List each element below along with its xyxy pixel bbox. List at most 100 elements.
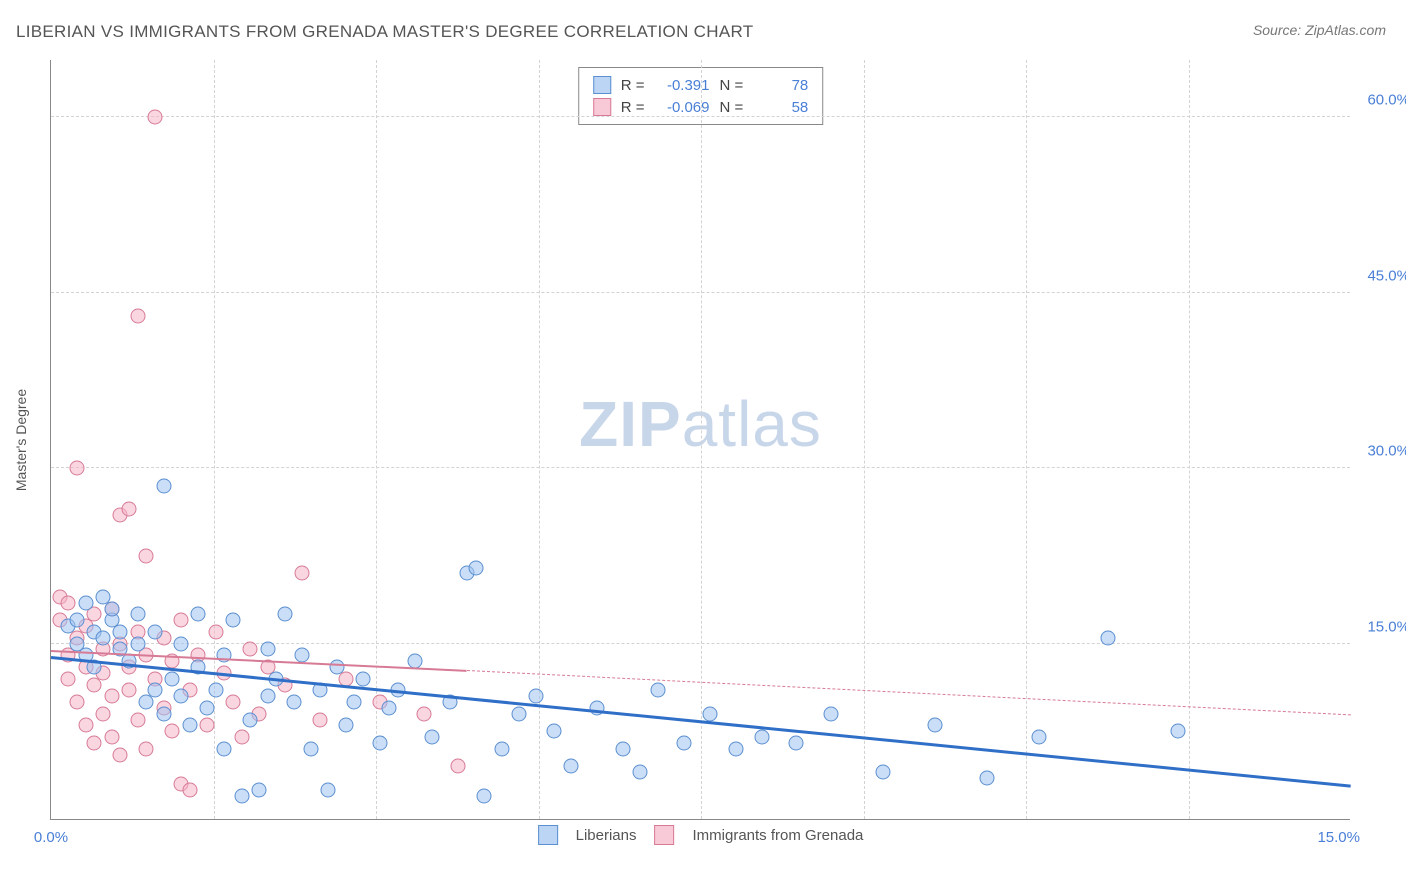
series-legend: Liberians Immigrants from Grenada (538, 825, 864, 845)
data-point-pink (208, 624, 223, 639)
data-point-pink (61, 595, 76, 610)
data-point-blue (174, 689, 189, 704)
data-point-blue (174, 636, 189, 651)
data-point-pink (200, 718, 215, 733)
data-point-pink (182, 782, 197, 797)
x-axis-min-label: 0.0% (34, 829, 68, 846)
data-point-blue (512, 706, 527, 721)
data-point-blue (425, 730, 440, 745)
data-point-blue (165, 671, 180, 686)
scatter-plot-area: Master's Degree ZIPatlas 0.0% 15.0% R = … (50, 60, 1350, 820)
data-point-blue (252, 782, 267, 797)
data-point-blue (182, 718, 197, 733)
data-point-blue (650, 683, 665, 698)
data-point-blue (243, 712, 258, 727)
data-point-blue (382, 700, 397, 715)
data-point-blue (676, 736, 691, 751)
data-point-pink (148, 110, 163, 125)
swatch-blue-icon (593, 76, 611, 94)
data-point-blue (156, 478, 171, 493)
data-point-pink (104, 689, 119, 704)
data-point-pink (122, 502, 137, 517)
y-tick-label: 30.0% (1358, 443, 1406, 460)
data-point-blue (546, 724, 561, 739)
data-point-blue (156, 706, 171, 721)
data-point-blue (234, 788, 249, 803)
source-label: Source: ZipAtlas.com (1253, 22, 1386, 38)
data-point-pink (70, 695, 85, 710)
data-point-blue (260, 689, 275, 704)
y-axis-label: Master's Degree (13, 388, 29, 490)
data-point-blue (980, 771, 995, 786)
data-point-blue (148, 624, 163, 639)
data-point-blue (278, 607, 293, 622)
r-label: R = (621, 99, 645, 116)
data-point-pink (96, 706, 111, 721)
gridline-v (701, 60, 702, 819)
n-value: 78 (753, 77, 808, 94)
data-point-pink (295, 566, 310, 581)
data-point-blue (217, 741, 232, 756)
data-point-blue (1170, 724, 1185, 739)
data-point-blue (468, 560, 483, 575)
data-point-blue (78, 595, 93, 610)
data-point-blue (616, 741, 631, 756)
data-point-pink (226, 695, 241, 710)
data-point-blue (347, 695, 362, 710)
data-point-pink (61, 671, 76, 686)
data-point-blue (191, 607, 206, 622)
data-point-pink (165, 724, 180, 739)
data-point-blue (260, 642, 275, 657)
data-point-pink (451, 759, 466, 774)
data-point-pink (113, 747, 128, 762)
swatch-blue-icon (538, 825, 558, 845)
data-point-pink (130, 309, 145, 324)
data-point-pink (87, 736, 102, 751)
data-point-pink (122, 683, 137, 698)
data-point-blue (338, 718, 353, 733)
n-label: N = (720, 77, 744, 94)
data-point-blue (130, 607, 145, 622)
data-point-blue (200, 700, 215, 715)
data-point-pink (139, 548, 154, 563)
y-tick-label: 60.0% (1358, 92, 1406, 109)
data-point-blue (321, 782, 336, 797)
data-point-blue (304, 741, 319, 756)
data-point-blue (529, 689, 544, 704)
legend-label-pink: Immigrants from Grenada (692, 827, 863, 844)
chart-title: LIBERIAN VS IMMIGRANTS FROM GRENADA MAST… (16, 22, 753, 42)
data-point-pink (416, 706, 431, 721)
data-point-blue (789, 736, 804, 751)
watermark-bold: ZIP (579, 388, 682, 460)
legend-label-blue: Liberians (576, 827, 637, 844)
data-point-blue (494, 741, 509, 756)
data-point-pink (139, 741, 154, 756)
data-point-blue (286, 695, 301, 710)
gridline-v (1026, 60, 1027, 819)
data-point-blue (96, 630, 111, 645)
data-point-pink (130, 712, 145, 727)
data-point-blue (373, 736, 388, 751)
data-point-blue (564, 759, 579, 774)
data-point-blue (113, 624, 128, 639)
data-point-blue (1032, 730, 1047, 745)
gridline-v (1189, 60, 1190, 819)
data-point-pink (243, 642, 258, 657)
r-label: R = (621, 77, 645, 94)
data-point-blue (824, 706, 839, 721)
data-point-blue (130, 636, 145, 651)
data-point-blue (330, 660, 345, 675)
data-point-blue (633, 765, 648, 780)
data-point-blue (702, 706, 717, 721)
data-point-pink (312, 712, 327, 727)
data-point-blue (148, 683, 163, 698)
n-label: N = (720, 99, 744, 116)
y-tick-label: 15.0% (1358, 618, 1406, 635)
data-point-blue (226, 613, 241, 628)
data-point-pink (104, 730, 119, 745)
data-point-blue (96, 589, 111, 604)
gridline-v (864, 60, 865, 819)
data-point-blue (208, 683, 223, 698)
data-point-blue (754, 730, 769, 745)
data-point-pink (174, 613, 189, 628)
